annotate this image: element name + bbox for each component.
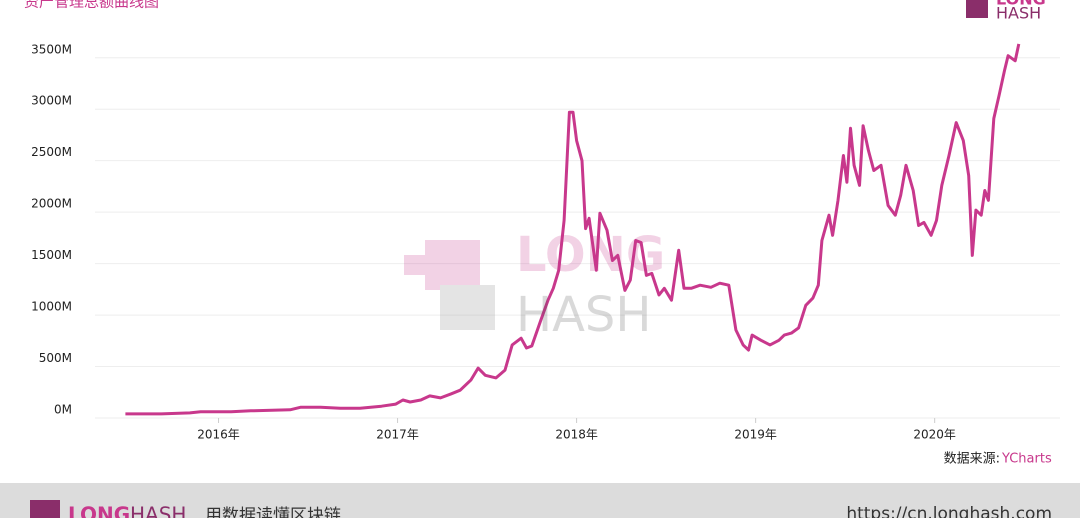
y-tick-label: 0M [54, 403, 72, 417]
footer-brand: HASH [130, 503, 186, 518]
watermark-block [425, 240, 480, 290]
source-label: 数据来源: [944, 452, 1000, 467]
source-name: YCharts [1001, 452, 1052, 467]
y-tick-label: 1000M [31, 300, 72, 314]
logo-text: HASH [996, 4, 1041, 23]
logo-block [966, 0, 988, 18]
y-tick-label: 1500M [31, 248, 72, 262]
watermark-text: LONG [516, 227, 665, 283]
x-tick-label: 2019年 [734, 428, 777, 442]
x-tick-label: 2018年 [555, 428, 598, 442]
x-tick-label: 2016年 [197, 428, 240, 442]
watermark-text: HASH [516, 287, 652, 343]
logo: LONG HASH [966, 0, 1046, 23]
x-tick-label: 2020年 [913, 428, 956, 442]
footer-brand: LONG [68, 503, 130, 518]
y-tick-label: 3000M [31, 94, 72, 108]
data-line [125, 43, 1021, 416]
y-tick-label: 3500M [31, 42, 72, 56]
watermark-block [440, 285, 495, 330]
watermark: LONG HASH [404, 227, 665, 343]
footer-url[interactable]: https://cn.longhash.com [846, 504, 1052, 518]
plot: 0M 500M 1000M 1500M 2000M 2500M 3000M 3500M 2016… [31, 42, 1060, 442]
watermark-block [404, 255, 434, 275]
footer-logo [30, 500, 60, 518]
y-tick-label: 2000M [31, 197, 72, 211]
x-tick-label: 2017年 [376, 428, 419, 442]
footer-slogan: 用数据读懂区块链 [205, 506, 341, 518]
chart-title: 资产管理总额曲线图 [24, 0, 159, 11]
y-tick-label: 500M [39, 351, 72, 365]
footer-bar [0, 483, 1080, 518]
y-tick-label: 2500M [31, 145, 72, 159]
logo-text: LONG [996, 0, 1046, 9]
